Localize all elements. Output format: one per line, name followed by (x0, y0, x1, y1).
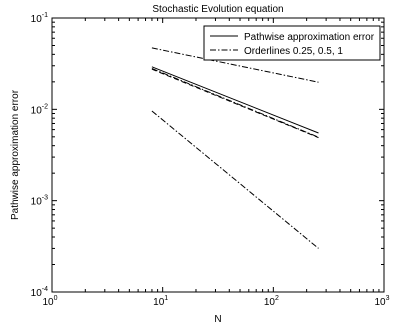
x-tick-exponent: 3 (386, 295, 390, 302)
y-tick-label: 10-4 (31, 286, 48, 299)
x-tick-label: 103 (374, 295, 389, 308)
y-tick-base: 10 (31, 105, 43, 116)
legend-label-orderlines: Orderlines 0.25, 0.5, 1 (244, 46, 343, 57)
y-tick-exponent: -2 (42, 103, 48, 110)
y-axis-ticks: 10-410-310-210-1 (31, 12, 384, 299)
x-tick-exponent: 1 (164, 295, 168, 302)
y-axis-label: Pathwise approximation error (10, 89, 21, 220)
x-tick-exponent: 2 (275, 295, 279, 302)
series-layer (151, 47, 319, 249)
series-line-solid-0 (151, 66, 319, 134)
y-tick-base: 10 (31, 197, 43, 208)
y-tick-label: 10-1 (31, 12, 48, 25)
x-tick-label: 102 (264, 295, 279, 308)
x-axis-label: N (214, 314, 221, 325)
x-tick-exponent: 0 (54, 295, 58, 302)
series-line-dashdot-4 (151, 110, 319, 249)
y-tick-exponent: -3 (42, 195, 48, 202)
legend-label-pathwise-error: Pathwise approximation error (244, 32, 375, 43)
legend: Pathwise approximation error Orderlines … (203, 25, 381, 61)
series-line-dashdot-3 (151, 68, 319, 138)
legend-box (203, 25, 381, 61)
x-tick-base: 10 (153, 297, 165, 308)
x-tick-label: 101 (153, 295, 168, 308)
y-tick-base: 10 (31, 288, 43, 299)
y-tick-label: 10-3 (31, 195, 48, 208)
chart-title: Stochastic Evolution equation (152, 4, 283, 15)
y-tick-label: 10-2 (31, 103, 48, 116)
plot-frame (51, 17, 385, 293)
series-line-dashdot-2 (151, 47, 319, 83)
series-line-dashed-1 (151, 68, 319, 139)
x-tick-label: 100 (42, 295, 57, 308)
x-axis-ticks: 100 101 102 103 (42, 18, 390, 308)
y-tick-exponent: -1 (42, 12, 48, 19)
y-tick-exponent: -4 (42, 286, 48, 293)
y-tick-base: 10 (31, 14, 43, 25)
x-tick-base: 10 (264, 297, 276, 308)
x-tick-base: 10 (42, 297, 54, 308)
x-tick-base: 10 (374, 297, 386, 308)
